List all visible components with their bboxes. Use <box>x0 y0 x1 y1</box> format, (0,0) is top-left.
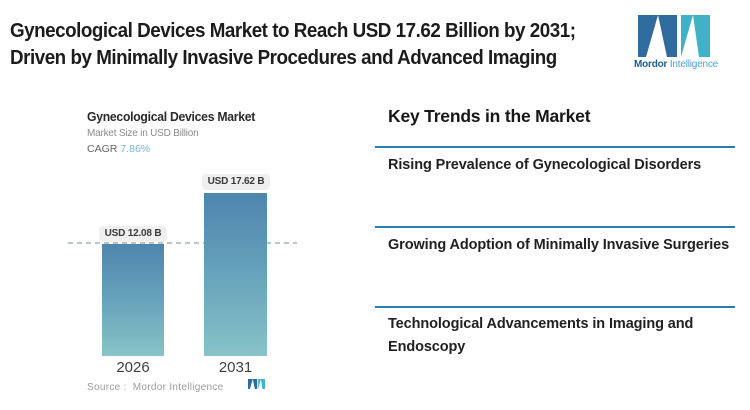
brand-name-primary: Mordor <box>634 59 668 70</box>
page-title: Gynecological Devices Market to Reach US… <box>10 18 612 72</box>
cagr-value: 7.86% <box>120 143 151 155</box>
bar-2026 <box>102 244 164 356</box>
trend-divider <box>375 226 735 228</box>
cagr-label: CAGR <box>87 143 118 155</box>
mordor-logo-mark-icon <box>638 15 710 57</box>
trend-item-1: Rising Prevalence of Gynecological Disor… <box>388 157 702 173</box>
mordor-logo-mini-icon <box>248 379 265 389</box>
brand-name-secondary: Intelligence <box>669 59 719 70</box>
reference-dashed-line <box>68 242 297 244</box>
page-title-line-2: Driven by Minimally Invasive Procedures … <box>10 47 557 69</box>
trend-item-3: Technological Advancements in Imaging an… <box>388 316 694 355</box>
page-title-line-1: Gynecological Devices Market to Reach US… <box>10 20 576 42</box>
source-attribution: Source : Mordor Intelligence <box>87 382 224 393</box>
trend-divider <box>375 146 735 148</box>
trend-divider <box>375 306 735 308</box>
chart-subtitle: Market Size in USD Billion <box>87 128 199 139</box>
trends-heading: Key Trends in the Market <box>388 106 591 126</box>
value-label-2026: USD 12.08 B <box>99 226 167 242</box>
x-axis-label-2026: 2026 <box>116 359 150 376</box>
chart-cagr-row: CAGR 7.86% <box>87 143 150 155</box>
mordor-intelligence-logo: Mordor Intelligence <box>634 15 718 70</box>
value-label-2031: USD 17.62 B <box>202 174 270 190</box>
trend-item-2: Growing Adoption of Minimally Invasive S… <box>388 237 730 253</box>
bar-2031 <box>204 193 267 356</box>
x-axis-label-2031: 2031 <box>218 359 253 376</box>
brand-wordmark: Mordor Intelligence <box>634 59 718 70</box>
chart-title: Gynecological Devices Market <box>87 109 256 124</box>
